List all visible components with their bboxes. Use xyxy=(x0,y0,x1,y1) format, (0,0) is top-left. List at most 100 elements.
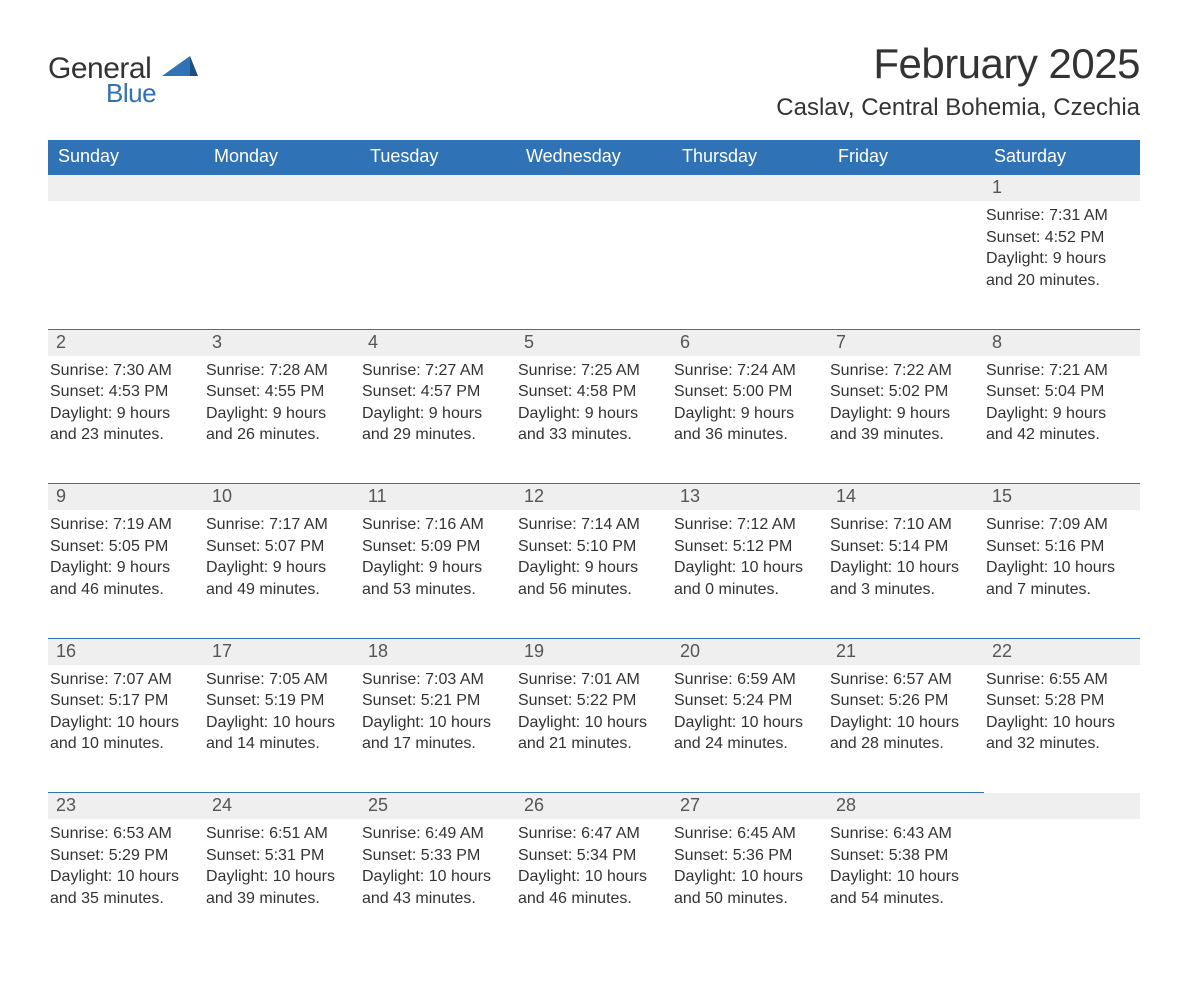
sunrise-text: Sunrise: 6:45 AM xyxy=(674,823,810,845)
day-number-cell: 23 xyxy=(48,793,204,820)
day-details: Sunrise: 7:31 AMSunset: 4:52 PMDaylight:… xyxy=(984,201,1130,291)
day-cell: Sunrise: 7:19 AMSunset: 5:05 PMDaylight:… xyxy=(48,510,204,638)
day-details: Sunrise: 7:01 AMSunset: 5:22 PMDaylight:… xyxy=(516,665,662,755)
day-number-cell: 22 xyxy=(984,638,1140,665)
day-number-cell: 7 xyxy=(828,329,984,356)
sunrise-text: Sunrise: 6:53 AM xyxy=(50,823,186,845)
day-number-cell: 20 xyxy=(672,638,828,665)
logo-text: General Blue xyxy=(48,54,156,106)
day-cell: Sunrise: 6:53 AMSunset: 5:29 PMDaylight:… xyxy=(48,819,204,947)
day-details: Sunrise: 7:14 AMSunset: 5:10 PMDaylight:… xyxy=(516,510,662,600)
day-cell: Sunrise: 6:43 AMSunset: 5:38 PMDaylight:… xyxy=(828,819,984,947)
daynum-row: 16171819202122 xyxy=(48,638,1140,665)
sunset-text: Sunset: 4:58 PM xyxy=(518,381,654,403)
sunrise-text: Sunrise: 7:22 AM xyxy=(830,360,966,382)
day-details: Sunrise: 6:45 AMSunset: 5:36 PMDaylight:… xyxy=(672,819,818,909)
sunset-text: Sunset: 5:26 PM xyxy=(830,690,966,712)
day-number-cell xyxy=(48,175,204,201)
sunrise-text: Sunrise: 7:17 AM xyxy=(206,514,342,536)
sunset-text: Sunset: 5:36 PM xyxy=(674,845,810,867)
daylight-text: Daylight: 9 hours and 53 minutes. xyxy=(362,557,498,600)
sunrise-text: Sunrise: 7:31 AM xyxy=(986,205,1122,227)
day-number-cell: 13 xyxy=(672,484,828,511)
daylight-text: Daylight: 9 hours and 29 minutes. xyxy=(362,403,498,446)
day-details: Sunrise: 6:59 AMSunset: 5:24 PMDaylight:… xyxy=(672,665,818,755)
sunset-text: Sunset: 5:28 PM xyxy=(986,690,1122,712)
day-details: Sunrise: 7:07 AMSunset: 5:17 PMDaylight:… xyxy=(48,665,194,755)
sunrise-text: Sunrise: 7:24 AM xyxy=(674,360,810,382)
day-details: Sunrise: 7:27 AMSunset: 4:57 PMDaylight:… xyxy=(360,356,506,446)
day-details: Sunrise: 7:10 AMSunset: 5:14 PMDaylight:… xyxy=(828,510,974,600)
day-content-row: Sunrise: 7:07 AMSunset: 5:17 PMDaylight:… xyxy=(48,665,1140,793)
day-number-cell xyxy=(984,793,1140,820)
daylight-text: Daylight: 9 hours and 33 minutes. xyxy=(518,403,654,446)
day-cell xyxy=(828,201,984,329)
day-number-cell: 12 xyxy=(516,484,672,511)
day-cell: Sunrise: 7:17 AMSunset: 5:07 PMDaylight:… xyxy=(204,510,360,638)
sunset-text: Sunset: 5:00 PM xyxy=(674,381,810,403)
sunrise-text: Sunrise: 7:19 AM xyxy=(50,514,186,536)
sunrise-text: Sunrise: 7:03 AM xyxy=(362,669,498,691)
day-cell: Sunrise: 7:16 AMSunset: 5:09 PMDaylight:… xyxy=(360,510,516,638)
day-number-cell: 24 xyxy=(204,793,360,820)
sunrise-text: Sunrise: 7:30 AM xyxy=(50,360,186,382)
day-number-cell: 11 xyxy=(360,484,516,511)
day-details: Sunrise: 7:24 AMSunset: 5:00 PMDaylight:… xyxy=(672,356,818,446)
day-cell: Sunrise: 7:05 AMSunset: 5:19 PMDaylight:… xyxy=(204,665,360,793)
day-cell: Sunrise: 6:47 AMSunset: 5:34 PMDaylight:… xyxy=(516,819,672,947)
sunset-text: Sunset: 5:09 PM xyxy=(362,536,498,558)
sunrise-text: Sunrise: 7:09 AM xyxy=(986,514,1122,536)
weekday-header: Sunday xyxy=(48,140,204,175)
day-number-cell xyxy=(672,175,828,201)
daynum-row: 2345678 xyxy=(48,329,1140,356)
sunset-text: Sunset: 5:33 PM xyxy=(362,845,498,867)
sunrise-text: Sunrise: 7:12 AM xyxy=(674,514,810,536)
day-cell: Sunrise: 6:59 AMSunset: 5:24 PMDaylight:… xyxy=(672,665,828,793)
day-details: Sunrise: 7:12 AMSunset: 5:12 PMDaylight:… xyxy=(672,510,818,600)
daylight-text: Daylight: 10 hours and 32 minutes. xyxy=(986,712,1122,755)
daylight-text: Daylight: 10 hours and 39 minutes. xyxy=(206,866,342,909)
sunset-text: Sunset: 5:19 PM xyxy=(206,690,342,712)
daylight-text: Daylight: 9 hours and 39 minutes. xyxy=(830,403,966,446)
weekday-header: Thursday xyxy=(672,140,828,175)
day-cell: Sunrise: 7:07 AMSunset: 5:17 PMDaylight:… xyxy=(48,665,204,793)
sunrise-text: Sunrise: 7:07 AM xyxy=(50,669,186,691)
sunrise-text: Sunrise: 6:59 AM xyxy=(674,669,810,691)
daylight-text: Daylight: 10 hours and 50 minutes. xyxy=(674,866,810,909)
day-number-cell: 6 xyxy=(672,329,828,356)
sunset-text: Sunset: 5:16 PM xyxy=(986,536,1122,558)
day-number-cell: 21 xyxy=(828,638,984,665)
day-cell: Sunrise: 7:03 AMSunset: 5:21 PMDaylight:… xyxy=(360,665,516,793)
daylight-text: Daylight: 9 hours and 42 minutes. xyxy=(986,403,1122,446)
sunrise-text: Sunrise: 7:21 AM xyxy=(986,360,1122,382)
daylight-text: Daylight: 10 hours and 24 minutes. xyxy=(674,712,810,755)
day-details: Sunrise: 7:03 AMSunset: 5:21 PMDaylight:… xyxy=(360,665,506,755)
daylight-text: Daylight: 9 hours and 26 minutes. xyxy=(206,403,342,446)
sunset-text: Sunset: 5:24 PM xyxy=(674,690,810,712)
day-details: Sunrise: 6:47 AMSunset: 5:34 PMDaylight:… xyxy=(516,819,662,909)
day-cell xyxy=(48,201,204,329)
day-cell: Sunrise: 7:09 AMSunset: 5:16 PMDaylight:… xyxy=(984,510,1140,638)
daylight-text: Daylight: 10 hours and 28 minutes. xyxy=(830,712,966,755)
day-details: Sunrise: 7:09 AMSunset: 5:16 PMDaylight:… xyxy=(984,510,1130,600)
daylight-text: Daylight: 9 hours and 46 minutes. xyxy=(50,557,186,600)
day-content-row: Sunrise: 7:19 AMSunset: 5:05 PMDaylight:… xyxy=(48,510,1140,638)
sunset-text: Sunset: 5:34 PM xyxy=(518,845,654,867)
daylight-text: Daylight: 10 hours and 3 minutes. xyxy=(830,557,966,600)
day-cell: Sunrise: 6:49 AMSunset: 5:33 PMDaylight:… xyxy=(360,819,516,947)
day-number-cell: 5 xyxy=(516,329,672,356)
title-block: February 2025 Caslav, Central Bohemia, C… xyxy=(776,40,1140,122)
day-number-cell: 15 xyxy=(984,484,1140,511)
day-cell: Sunrise: 7:10 AMSunset: 5:14 PMDaylight:… xyxy=(828,510,984,638)
day-cell: Sunrise: 7:27 AMSunset: 4:57 PMDaylight:… xyxy=(360,356,516,484)
day-number-cell: 19 xyxy=(516,638,672,665)
daylight-text: Daylight: 10 hours and 10 minutes. xyxy=(50,712,186,755)
day-cell: Sunrise: 6:55 AMSunset: 5:28 PMDaylight:… xyxy=(984,665,1140,793)
day-cell: Sunrise: 7:22 AMSunset: 5:02 PMDaylight:… xyxy=(828,356,984,484)
day-number-cell: 3 xyxy=(204,329,360,356)
day-number-cell xyxy=(516,175,672,201)
day-content-row: Sunrise: 6:53 AMSunset: 5:29 PMDaylight:… xyxy=(48,819,1140,947)
sunrise-text: Sunrise: 6:43 AM xyxy=(830,823,966,845)
daylight-text: Daylight: 10 hours and 7 minutes. xyxy=(986,557,1122,600)
daylight-text: Daylight: 10 hours and 17 minutes. xyxy=(362,712,498,755)
